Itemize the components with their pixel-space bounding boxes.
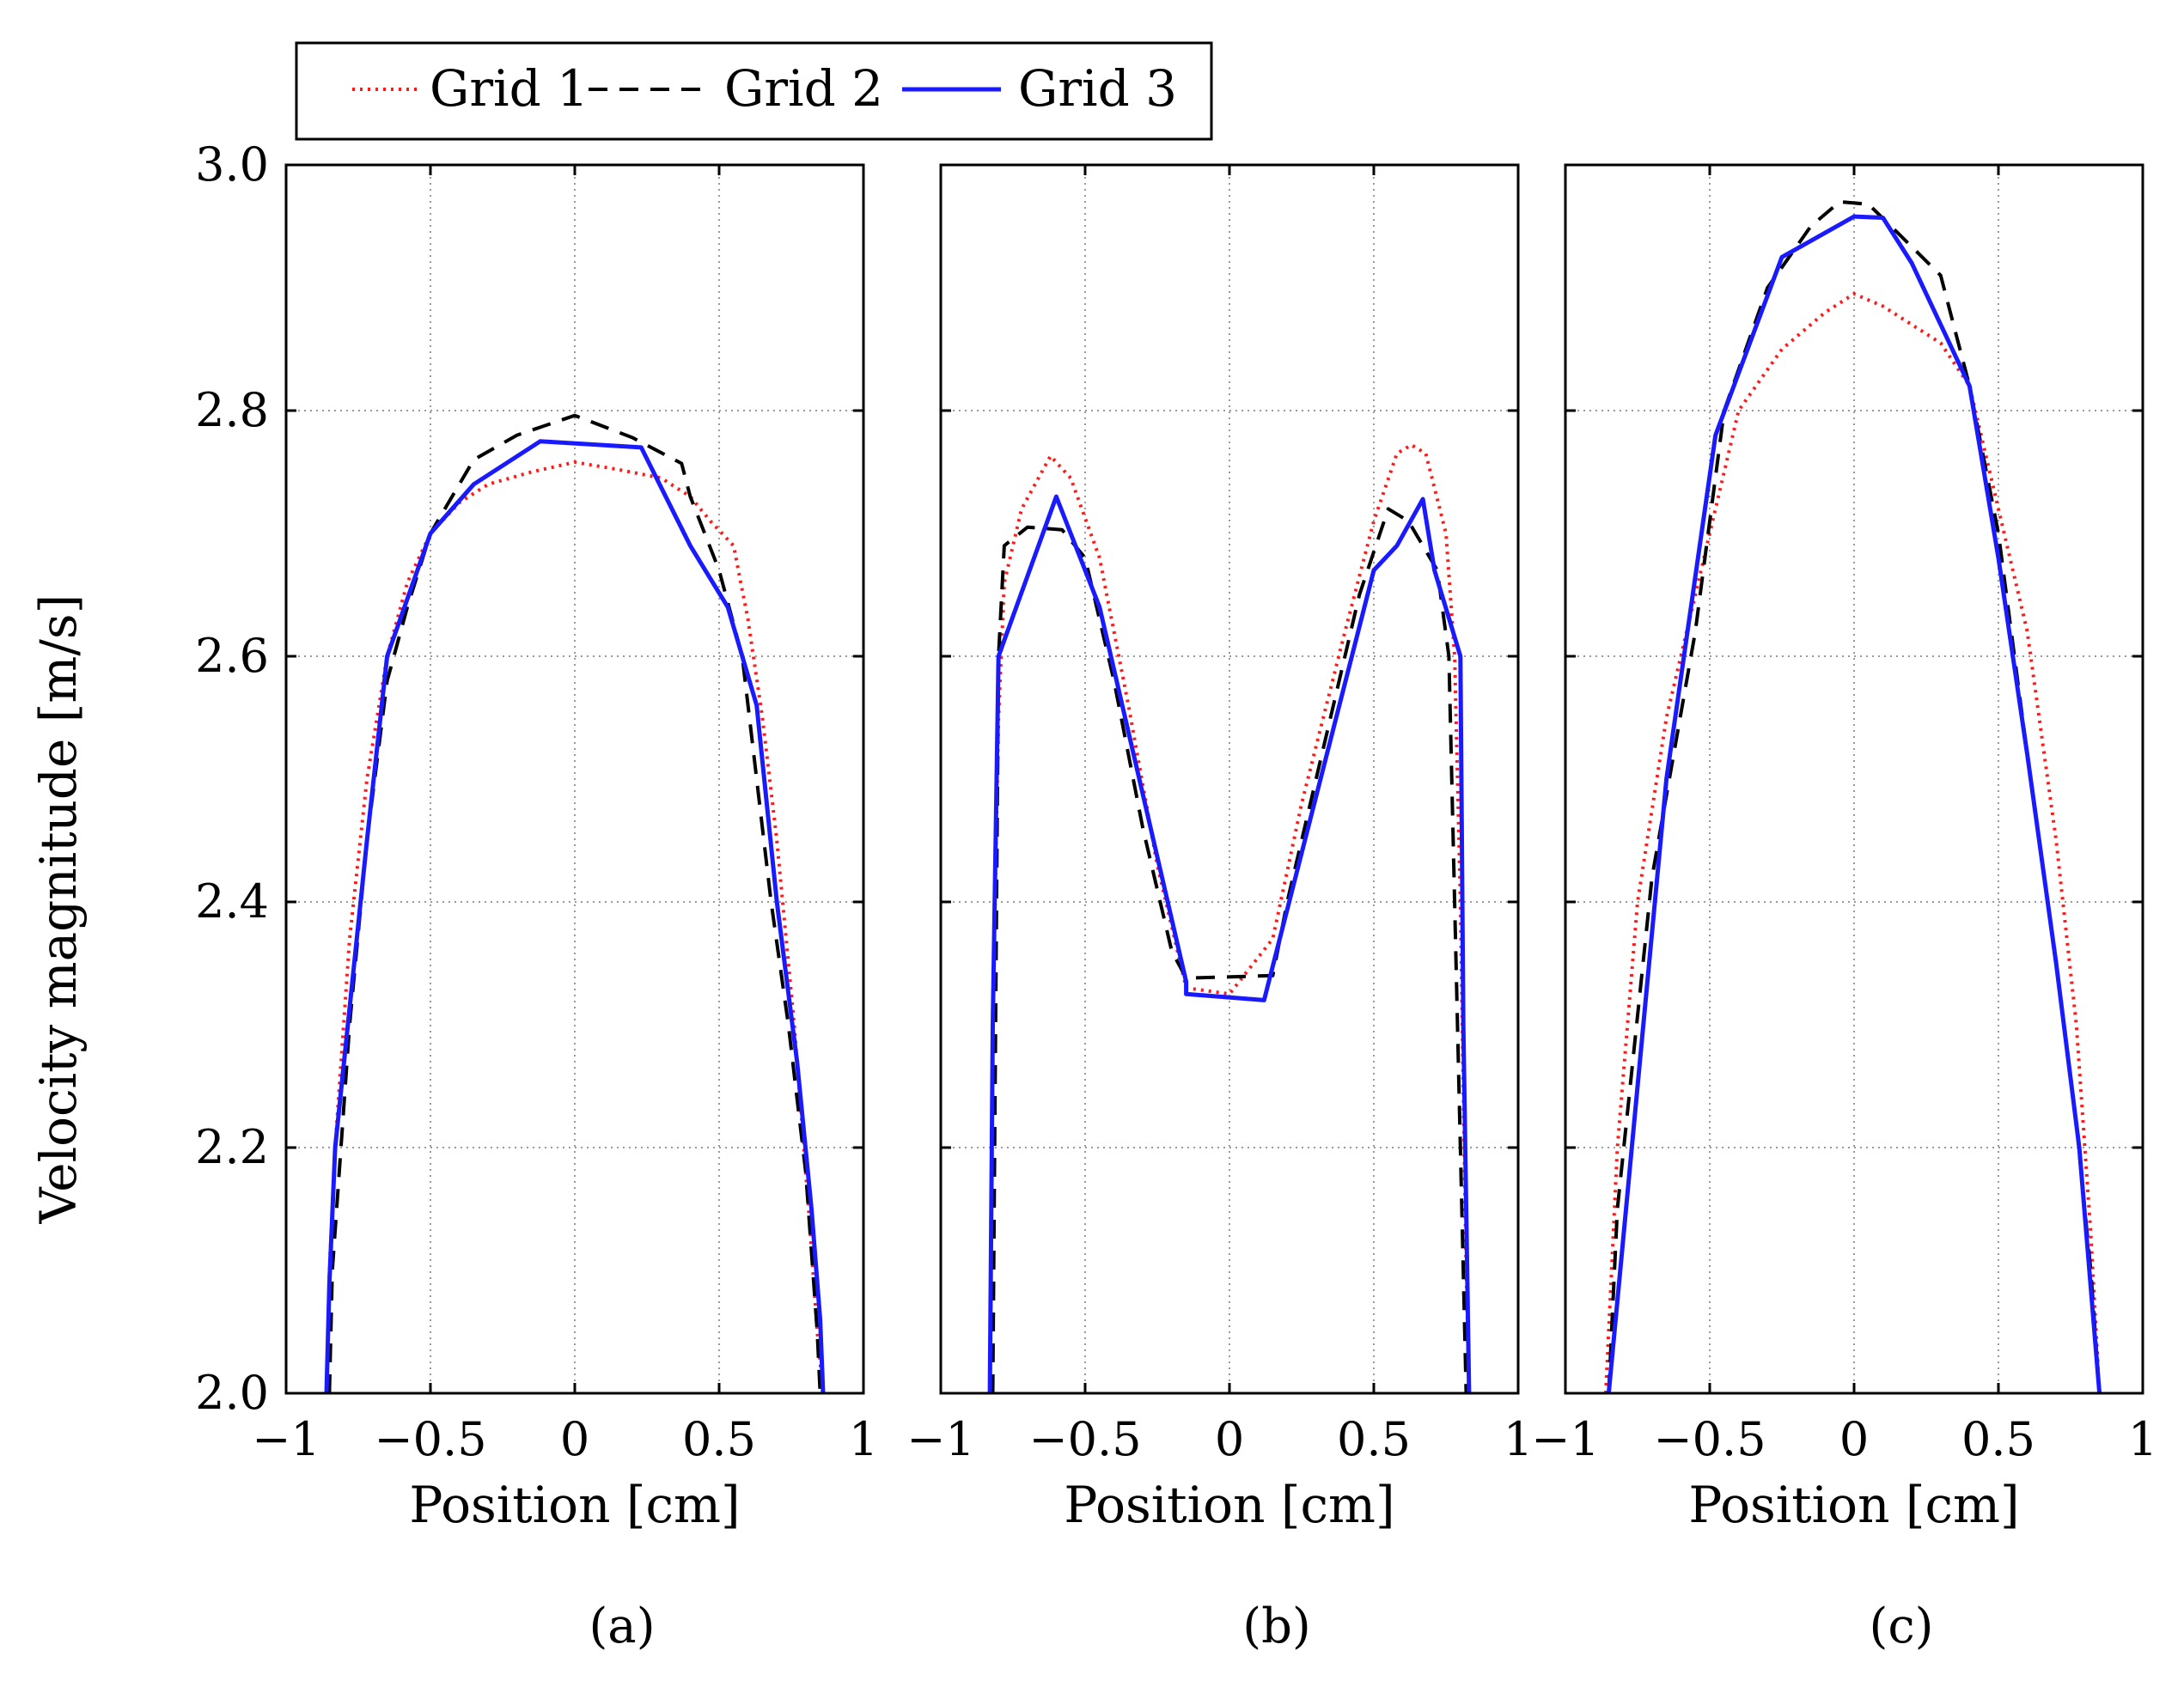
x-tick-label-c-4: 1 (2128, 1412, 2157, 1466)
series-grid-3-line-a (324, 439, 826, 1393)
x-axis-label-a: Position [cm] (409, 1476, 740, 1534)
x-tick-label-b-0: −1 (906, 1412, 975, 1466)
x-tick-label-c-3: 0.5 (1961, 1412, 2035, 1466)
y-axis-label: Velocity magnitude [m/s] (29, 594, 88, 1225)
x-tick-label-c-0: −1 (1531, 1412, 1600, 1466)
x-tick-label-b-3: 0.5 (1337, 1412, 1411, 1466)
x-tick-label-a-4: 1 (849, 1412, 878, 1466)
y-tick-label-a-1: 2.2 (195, 1120, 269, 1174)
series-grid-2-line-b (991, 507, 1468, 1393)
legend-frame (295, 41, 1213, 141)
y-tick-label-a-0: 2.0 (195, 1366, 269, 1420)
x-tick-label-c-1: −0.5 (1653, 1412, 1766, 1466)
y-tick-label-a-4: 2.8 (195, 383, 269, 437)
legend-label-grid-2: Grid 2 (724, 59, 883, 118)
y-tick-label-a-2: 2.4 (195, 874, 269, 929)
x-axis-label-b: Position [cm] (1064, 1476, 1394, 1534)
x-tick-label-a-2: 0 (560, 1412, 589, 1466)
panel-c: −1 −0.5 0 0.5 1 Position [cm] (c) (1531, 163, 2157, 1654)
x-tick-label-b-2: 0 (1215, 1412, 1244, 1466)
y-tick-label-a-5: 3.0 (195, 137, 269, 192)
panel-caption-a: (a) (589, 1599, 655, 1654)
x-tick-label-a-0: −1 (252, 1412, 320, 1466)
panel-a: −1 −0.5 0 0.5 1 2.0 2.2 2.4 2.6 2.8 3.0 Position [c… (195, 137, 878, 1654)
legend: Grid 1 Grid 2 Grid 3 (295, 41, 1213, 141)
legend-label-grid-3: Grid 3 (1018, 59, 1177, 118)
x-tick-label-b-4: 1 (1504, 1412, 1533, 1466)
panel-caption-b: (b) (1242, 1599, 1311, 1654)
legend-label-grid-1: Grid 1 (430, 59, 589, 118)
series-grid-3-line-c (1606, 214, 2102, 1393)
x-axis-label-c: Position [cm] (1688, 1476, 2019, 1534)
panel-b: −1 −0.5 0 0.5 1 Position [cm] (b) (906, 163, 1533, 1654)
series-grid-1-line-c (1604, 292, 2102, 1393)
panel-caption-c: (c) (1869, 1599, 1933, 1654)
x-tick-label-a-3: 0.5 (682, 1412, 756, 1466)
series-grid-3-line-b (987, 494, 1472, 1393)
y-tick-label-a-3: 2.6 (195, 629, 269, 683)
x-tick-label-c-2: 0 (1839, 1412, 1869, 1466)
series-grid-1-line-a (325, 460, 825, 1393)
series-grid-1-line-b (988, 443, 1471, 1393)
x-tick-label-b-1: −0.5 (1028, 1412, 1141, 1466)
x-tick-label-a-1: −0.5 (374, 1412, 486, 1466)
